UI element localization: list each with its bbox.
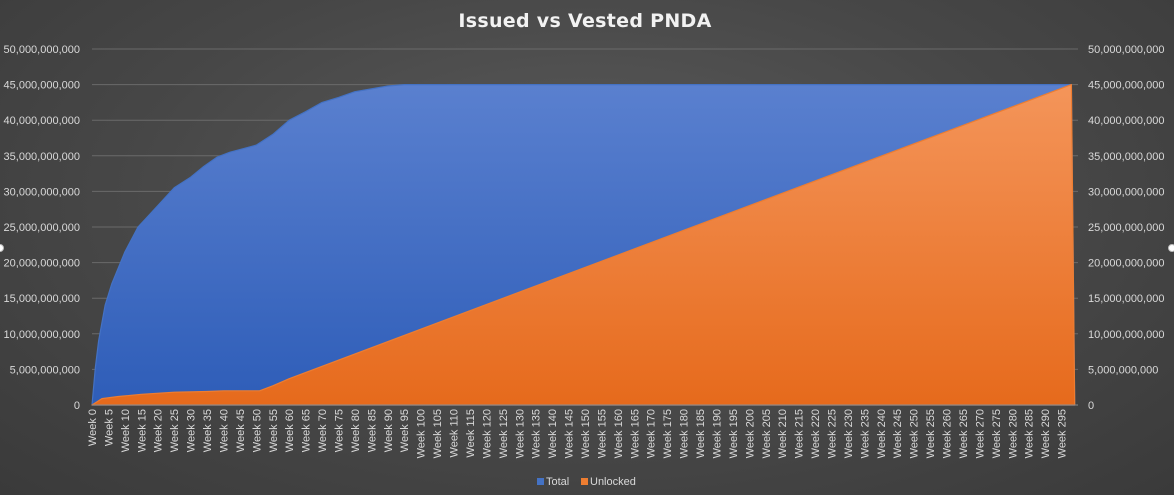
- x-tick-label: Week 140: [547, 409, 559, 458]
- y-tick-label-left: 20,000,000,000: [4, 258, 80, 270]
- x-tick-label: Week 25: [169, 409, 181, 452]
- x-tick-label: Week 260: [942, 409, 954, 458]
- x-tick-label: Week 40: [219, 409, 231, 452]
- x-tick-label: Week 145: [564, 409, 576, 458]
- x-tick-label: Week 170: [646, 409, 658, 458]
- x-tick-label: Week 265: [958, 409, 970, 458]
- x-tick-label: Week 50: [251, 409, 263, 452]
- x-tick-label: Week 295: [1057, 409, 1069, 458]
- chart-title: Issued vs Vested PNDA: [458, 10, 711, 32]
- y-tick-label-left: 5,000,000,000: [10, 364, 80, 376]
- resize-handle-right[interactable]: [1168, 244, 1174, 252]
- x-tick-label: Week 230: [843, 409, 855, 458]
- x-tick-label: Week 220: [810, 409, 822, 458]
- x-tick-label: Week 165: [629, 409, 641, 458]
- x-tick-label: Week 45: [235, 409, 247, 452]
- legend-swatch-unlocked: [581, 478, 588, 485]
- x-tick-label: Week 245: [892, 409, 904, 458]
- x-tick-label: Week 290: [1040, 409, 1052, 458]
- y-tick-label-right: 15,000,000,000: [1088, 293, 1164, 305]
- x-tick-label: Week 0: [87, 409, 99, 446]
- x-tick-label: Week 120: [481, 409, 493, 458]
- x-tick-label: Week 160: [613, 409, 625, 458]
- x-tick-label: Week 250: [909, 409, 921, 458]
- x-tick-label: Week 270: [974, 409, 986, 458]
- y-tick-label-right: 45,000,000,000: [1088, 80, 1164, 92]
- x-tick-label: Week 200: [744, 409, 756, 458]
- x-tick-label: Week 55: [268, 409, 280, 452]
- y-tick-label-left: 25,000,000,000: [4, 222, 80, 234]
- x-tick-label: Week 205: [761, 409, 773, 458]
- x-tick-label: Week 235: [859, 409, 871, 458]
- plot-areas: [91, 84, 1076, 406]
- x-tick-label: Week 100: [416, 409, 428, 458]
- area-series-unlocked: [91, 84, 1076, 406]
- x-tick-label: Week 85: [366, 409, 378, 452]
- y-tick-label-left: 50,000,000,000: [4, 44, 80, 56]
- x-tick-label: Week 5: [103, 409, 115, 446]
- legend-label-total: Total: [546, 476, 569, 488]
- x-tick-label: Week 280: [1007, 409, 1019, 458]
- y-tick-label-right: 20,000,000,000: [1088, 258, 1164, 270]
- x-tick-label: Week 275: [991, 409, 1003, 458]
- x-tick-label: Week 285: [1024, 409, 1036, 458]
- y-tick-label-left: 40,000,000,000: [4, 115, 80, 127]
- x-tick-label: Week 15: [136, 409, 148, 452]
- x-tick-label: Week 195: [728, 409, 740, 458]
- y-tick-label-left: 10,000,000,000: [4, 329, 80, 341]
- x-axis: Week 0 Week 5 Week 10 Week 15 Week 20 Week 25…: [87, 404, 1078, 458]
- x-tick-label: Week 215: [794, 409, 806, 458]
- x-tick-label: Week 135: [531, 409, 543, 458]
- x-tick-label: Week 35: [202, 409, 214, 452]
- x-tick-label: Week 225: [827, 409, 839, 458]
- x-tick-label: Week 125: [498, 409, 510, 458]
- y-tick-label-left: 35,000,000,000: [4, 151, 80, 163]
- y-tick-label-right: 25,000,000,000: [1088, 222, 1164, 234]
- y-tick-label-left: 15,000,000,000: [4, 293, 80, 305]
- x-tick-label: Week 110: [449, 409, 461, 458]
- x-tick-label: Week 155: [596, 409, 608, 458]
- x-tick-label: Week 30: [186, 409, 198, 452]
- x-tick-label: Week 190: [712, 409, 724, 458]
- x-tick-label: Week 175: [662, 409, 674, 458]
- y-tick-label-right: 0: [1088, 400, 1094, 412]
- y-tick-label-left: 45,000,000,000: [4, 80, 80, 92]
- y-tick-label-left: 30,000,000,000: [4, 186, 80, 198]
- y-tick-label-left: 0: [74, 400, 80, 412]
- x-tick-label: Week 90: [383, 409, 395, 452]
- y-axis-left: 0 5,000,000,000 10,000,000,000 15,000,000,0…: [4, 44, 80, 412]
- legend: Total Unlocked: [537, 476, 636, 488]
- x-tick-label: Week 210: [777, 409, 789, 458]
- x-tick-label: Week 240: [876, 409, 888, 458]
- x-tick-label: Week 10: [120, 409, 132, 452]
- x-tick-label: Week 70: [317, 409, 329, 452]
- y-tick-label-right: 35,000,000,000: [1088, 151, 1164, 163]
- x-tick-label: Week 130: [514, 409, 526, 458]
- x-tick-label: Week 150: [580, 409, 592, 458]
- y-tick-label-right: 10,000,000,000: [1088, 329, 1164, 341]
- x-tick-label: Week 105: [432, 409, 444, 458]
- x-tick-label: Week 255: [925, 409, 937, 458]
- x-tick-label: Week 80: [350, 409, 362, 452]
- x-tick-label: Week 185: [695, 409, 707, 458]
- x-tick-label: Week 65: [301, 409, 313, 452]
- resize-handle-left[interactable]: [0, 244, 4, 252]
- y-tick-label-right: 40,000,000,000: [1088, 115, 1164, 127]
- y-axis-right: 0 5,000,000,000 10,000,000,000 15,000,000,0…: [1088, 44, 1164, 412]
- x-tick-label: Week 60: [284, 409, 296, 452]
- x-tick-label: Week 115: [465, 409, 477, 458]
- x-tick-label: Week 95: [399, 409, 411, 452]
- y-tick-label-right: 5,000,000,000: [1088, 364, 1158, 376]
- legend-swatch-total: [537, 478, 544, 485]
- x-tick-label: Week 75: [334, 409, 346, 452]
- legend-label-unlocked: Unlocked: [590, 476, 636, 488]
- y-tick-label-right: 30,000,000,000: [1088, 186, 1164, 198]
- y-tick-label-right: 50,000,000,000: [1088, 44, 1164, 56]
- x-tick-label: Week 180: [679, 409, 691, 458]
- x-tick-label: Week 20: [153, 409, 165, 452]
